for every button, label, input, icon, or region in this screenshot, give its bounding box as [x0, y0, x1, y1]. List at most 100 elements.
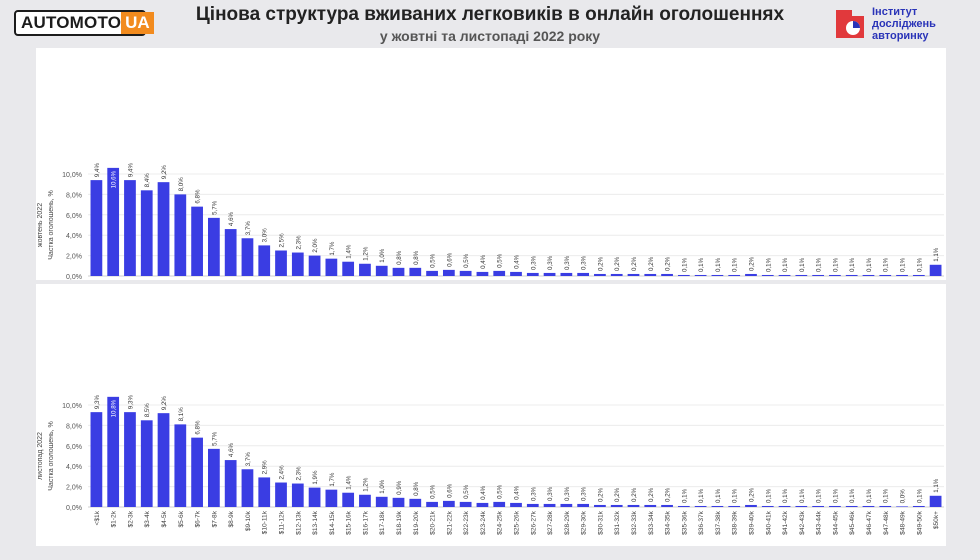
value-label-nov-19: 0,8% — [413, 481, 420, 496]
bar-oct-41 — [778, 274, 791, 276]
x-tick-label-2: $2-3k — [127, 510, 134, 527]
chart-panel-october — [36, 48, 946, 280]
bar-nov-49 — [912, 505, 925, 507]
bar-oct-12 — [291, 252, 304, 276]
x-tick-label-43: $43-44k — [816, 510, 823, 535]
bar-oct-47 — [879, 274, 892, 276]
x-tick-label-50: $50k+ — [933, 511, 940, 529]
value-label-nov-35: 0,1% — [681, 488, 688, 503]
bar-oct-23 — [476, 271, 489, 276]
bar-nov-28 — [560, 503, 573, 507]
institute-logo: Інститут досліджень авторинку — [832, 6, 936, 42]
x-tick-label-41: $41-42k — [782, 510, 789, 535]
value-label-nov-37: 0,1% — [715, 488, 722, 503]
value-label-nov-47: 0,1% — [883, 488, 890, 503]
value-label-oct-0: 9,4% — [94, 163, 101, 178]
y-tick-label-nov-2: 4,0% — [66, 464, 82, 471]
bar-nov-33 — [644, 504, 657, 507]
y-axis-label-nov-0: листопад 2022 — [37, 432, 44, 480]
value-label-oct-48: 0,1% — [900, 257, 907, 272]
value-label-oct-39: 0,2% — [748, 256, 755, 271]
value-label-oct-46: 0,1% — [866, 257, 873, 272]
value-label-nov-9: 3,7% — [245, 452, 252, 467]
y-tick-label-oct-0: 0,0% — [66, 274, 82, 281]
value-label-oct-19: 0,8% — [413, 250, 420, 265]
value-label-nov-24: 0,5% — [497, 484, 504, 499]
y-tick-label-oct-1: 2,0% — [66, 254, 82, 261]
x-tick-label-23: $23-24k — [480, 510, 487, 535]
value-label-nov-32: 0,2% — [631, 487, 638, 502]
bar-oct-19 — [409, 267, 422, 276]
value-label-oct-37: 0,1% — [715, 257, 722, 272]
value-label-nov-0: 9,3% — [94, 395, 101, 410]
bar-nov-39 — [745, 504, 757, 507]
bar-nov-34 — [661, 504, 673, 507]
value-label-nov-50: 1,1% — [933, 478, 940, 493]
bar-nov-2 — [124, 412, 136, 507]
bar-nov-41 — [778, 505, 791, 507]
bar-nov-18 — [392, 497, 405, 507]
y-axis-label-nov-1: Частка оголошень, % — [48, 421, 55, 491]
x-tick-label-30: $30-31k — [597, 510, 604, 535]
bar-nov-19 — [409, 498, 422, 507]
bar-oct-3 — [140, 190, 153, 276]
bar-nov-7 — [208, 448, 220, 507]
y-axis-label-oct-1: Частка оголошень, % — [48, 190, 55, 260]
value-label-oct-4: 9,2% — [161, 165, 168, 180]
x-tick-label-29: $29-30k — [581, 510, 588, 535]
value-label-oct-43: 0,1% — [816, 257, 823, 272]
bar-nov-47 — [879, 505, 892, 507]
page-title: Цінова структура вживаних легковиків в о… — [195, 4, 785, 25]
value-label-nov-8: 4,6% — [228, 442, 235, 457]
value-label-nov-46: 0,1% — [866, 488, 873, 503]
automoto-logo: AUTOMOTO UA — [14, 10, 154, 36]
institute-logo-icon — [836, 10, 864, 38]
bar-oct-10 — [258, 245, 271, 276]
x-tick-label-25: $25-26k — [514, 510, 521, 535]
bar-oct-37 — [711, 274, 724, 276]
value-label-nov-7: 5,7% — [211, 431, 218, 446]
value-label-oct-6: 6,8% — [195, 189, 202, 204]
value-label-nov-25: 0,4% — [514, 485, 521, 500]
value-label-oct-31: 0,2% — [614, 256, 621, 271]
bar-nov-8 — [224, 460, 237, 507]
value-label-nov-16: 1,2% — [362, 477, 369, 492]
value-label-nov-31: 0,2% — [614, 487, 621, 502]
value-label-oct-1: 10,6% — [111, 170, 118, 188]
y-tick-label-nov-4: 8,0% — [66, 423, 82, 430]
bar-oct-32 — [627, 273, 640, 276]
value-label-oct-27: 0,3% — [547, 255, 554, 270]
x-tick-label-36: $36-37k — [698, 510, 705, 535]
value-label-nov-41: 0,1% — [782, 488, 789, 503]
bar-oct-5 — [174, 194, 187, 276]
automoto-logo-ua: UA — [121, 12, 154, 34]
bar-nov-11 — [275, 482, 287, 507]
bar-oct-6 — [191, 206, 203, 276]
value-label-oct-5: 8,0% — [178, 177, 185, 192]
value-label-nov-17: 1,0% — [379, 479, 386, 494]
chart-panel-november — [36, 284, 946, 546]
x-tick-label-26: $26-27k — [530, 510, 537, 535]
x-tick-label-24: $24-25k — [497, 510, 504, 535]
value-label-oct-24: 0,5% — [497, 253, 504, 268]
x-tick-label-44: $44-45k — [832, 510, 839, 535]
value-label-oct-47: 0,1% — [883, 257, 890, 272]
bar-nov-6 — [191, 437, 203, 507]
automoto-logo-brand: AUTOMOTO — [21, 13, 122, 32]
x-tick-label-47: $47-48k — [883, 510, 890, 535]
bar-oct-22 — [459, 270, 472, 276]
y-tick-label-nov-0: 0,0% — [66, 505, 82, 512]
y-axis-label-oct-0: жовтень 2022 — [37, 203, 44, 247]
institute-logo-line-3: авторинку — [872, 30, 929, 42]
bar-oct-45 — [845, 274, 858, 276]
x-tick-label-18: $18-19k — [396, 510, 403, 535]
value-label-nov-22: 0,5% — [463, 484, 470, 499]
x-tick-label-13: $13-14k — [312, 510, 319, 535]
bar-oct-2 — [124, 180, 136, 276]
value-label-oct-2: 9,4% — [127, 163, 134, 178]
value-label-nov-3: 8,5% — [144, 403, 151, 418]
bar-nov-24 — [493, 501, 506, 507]
bar-oct-28 — [560, 272, 573, 276]
bar-nov-1 — [107, 396, 120, 507]
bar-oct-25 — [510, 271, 522, 276]
